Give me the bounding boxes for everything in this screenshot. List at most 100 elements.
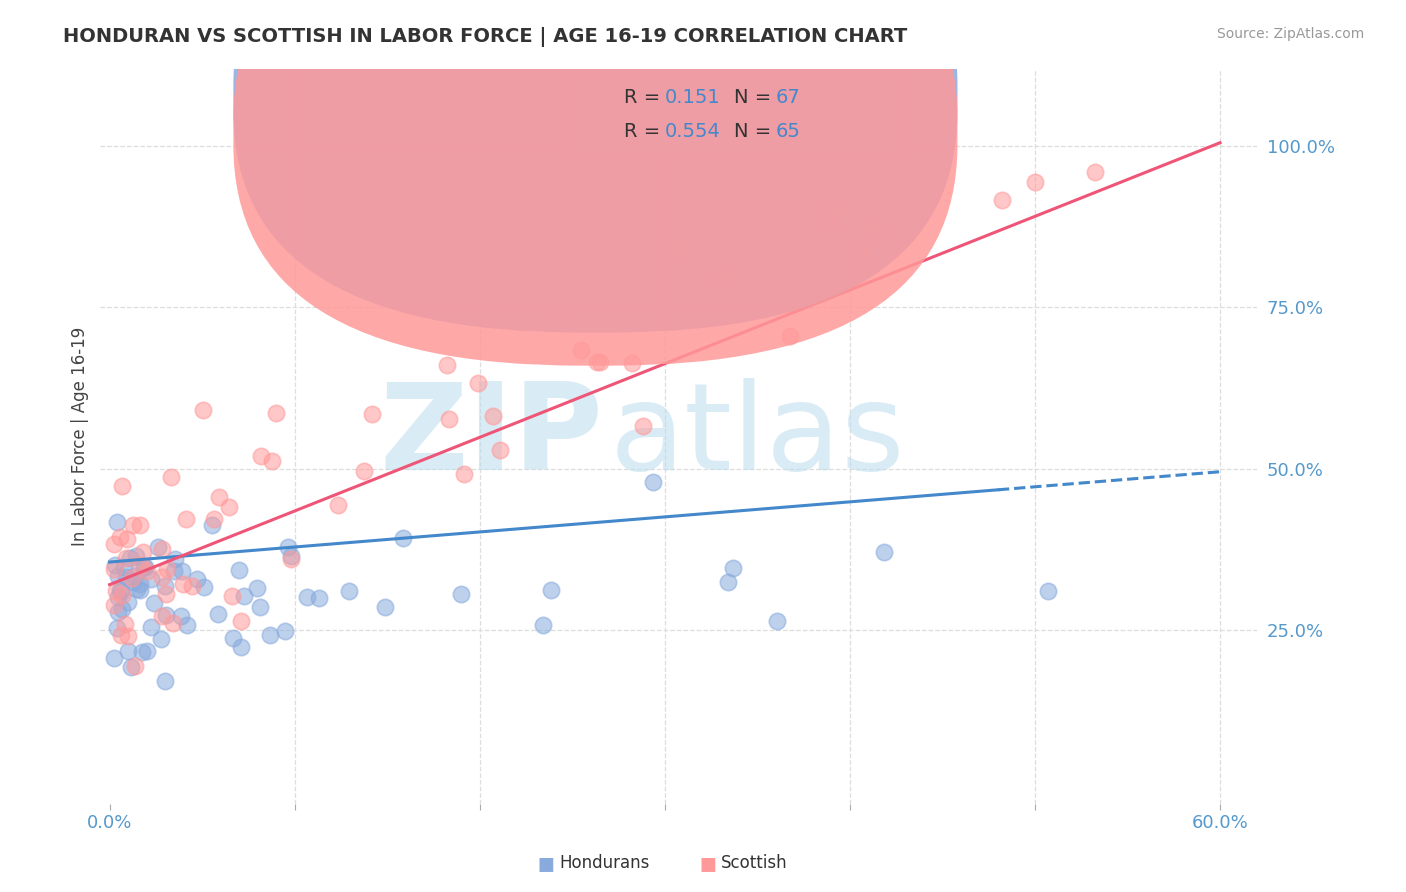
Point [134, 560, 156, 574]
Point [125, 582, 148, 596]
Point [143, 596, 166, 610]
Text: Scottish: Scottish [721, 855, 787, 872]
Point [111, 601, 134, 615]
Text: N =: N = [734, 88, 778, 107]
Point [153, 673, 176, 688]
Point [361, 407, 384, 421]
Point [308, 591, 330, 606]
Point [193, 580, 215, 594]
Point [176, 617, 198, 632]
Point [115, 570, 138, 584]
Point [112, 559, 135, 574]
Point [163, 564, 186, 578]
Point [817, 214, 839, 228]
Point [437, 412, 460, 426]
Point [148, 540, 170, 554]
Point [105, 621, 128, 635]
Point [121, 571, 143, 585]
Point [122, 574, 145, 589]
Point [277, 540, 299, 554]
Point [103, 651, 125, 665]
Point [779, 328, 801, 343]
Point [207, 607, 229, 622]
Point [170, 609, 193, 624]
Point [110, 582, 132, 597]
Point [120, 551, 142, 566]
Point [105, 515, 128, 529]
Text: ZIP: ZIP [380, 377, 603, 495]
Point [374, 600, 396, 615]
Point [141, 572, 163, 586]
Point [111, 588, 134, 602]
Point [107, 569, 129, 583]
Point [643, 475, 665, 489]
Point [186, 572, 208, 586]
Point [589, 355, 612, 369]
Text: atlas: atlas [609, 377, 905, 495]
Text: Source: ZipAtlas.com: Source: ZipAtlas.com [1216, 27, 1364, 41]
Point [228, 563, 250, 577]
Point [176, 512, 198, 526]
Point [246, 581, 269, 595]
Point [713, 269, 735, 284]
Point [1036, 584, 1059, 599]
Point [991, 194, 1014, 208]
Text: 0.554: 0.554 [665, 121, 721, 141]
Point [117, 644, 139, 658]
Point [117, 630, 139, 644]
Point [280, 551, 302, 566]
Point [482, 409, 505, 424]
Point [115, 551, 138, 566]
Point [540, 582, 562, 597]
Point [124, 659, 146, 673]
Point [155, 579, 177, 593]
Text: Hondurans: Hondurans [560, 855, 650, 872]
Y-axis label: In Labor Force | Age 16-19: In Labor Force | Age 16-19 [72, 326, 89, 546]
Point [108, 530, 131, 544]
Point [353, 464, 375, 478]
Point [723, 561, 745, 575]
Point [337, 584, 360, 599]
Point [202, 512, 225, 526]
Point [221, 590, 243, 604]
Point [150, 541, 173, 556]
Point [280, 549, 302, 563]
Point [172, 577, 194, 591]
Point [766, 614, 789, 628]
Point [181, 579, 204, 593]
Point [233, 589, 256, 603]
Point [488, 443, 510, 458]
Point [122, 569, 145, 583]
Point [201, 518, 224, 533]
Text: R =: R = [624, 121, 666, 141]
Point [717, 574, 740, 589]
Point [155, 608, 177, 623]
Point [104, 584, 127, 599]
Point [131, 644, 153, 658]
Point [249, 599, 271, 614]
Point [132, 544, 155, 558]
Point [139, 620, 162, 634]
Point [114, 616, 136, 631]
Point [250, 449, 273, 463]
Point [150, 570, 173, 584]
Point [231, 640, 253, 655]
Point [132, 560, 155, 574]
Point [107, 606, 129, 620]
Point [163, 551, 186, 566]
Text: 65: 65 [776, 121, 801, 141]
Point [103, 598, 125, 612]
Text: ▪: ▪ [699, 849, 717, 878]
Point [208, 490, 231, 504]
Point [467, 376, 489, 391]
Point [621, 356, 644, 370]
Point [111, 479, 134, 493]
Point [136, 564, 159, 578]
Point [128, 517, 150, 532]
Point [273, 624, 295, 639]
Point [266, 406, 288, 420]
Point [631, 419, 654, 434]
Text: N =: N = [734, 121, 778, 141]
Point [128, 577, 150, 591]
Point [260, 454, 283, 468]
